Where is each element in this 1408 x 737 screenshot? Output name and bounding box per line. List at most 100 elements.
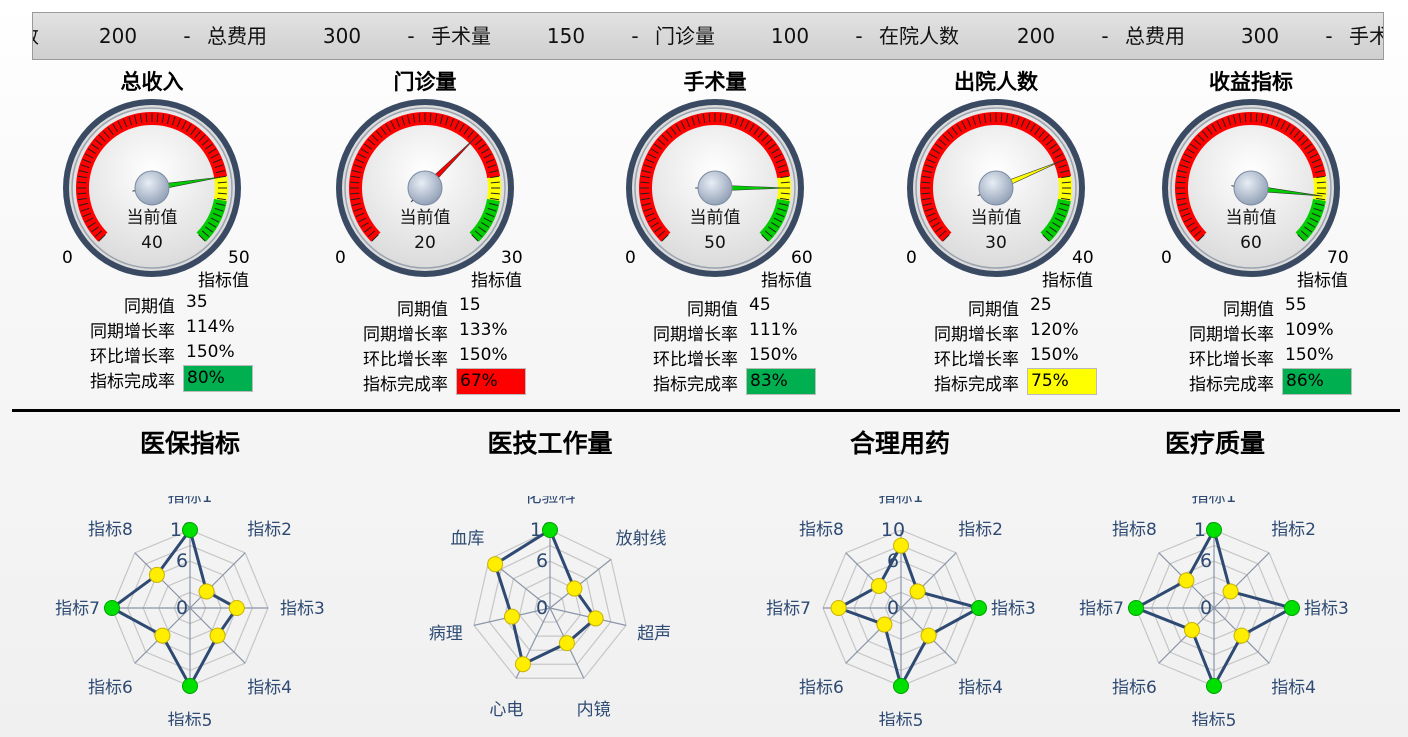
gauge-tick: [978, 114, 982, 124]
stat-value: 15: [459, 295, 481, 315]
radar-grid-ring: [534, 591, 566, 623]
gauge-tick: [768, 226, 776, 233]
gauge-tick: [98, 134, 106, 142]
gauge-tick: [490, 192, 500, 195]
stat-label: 同期值: [968, 300, 1019, 320]
radar-chart: 0610化验科放射线超声内镜心电病理血库: [429, 496, 671, 720]
gauge-tick: [1183, 153, 1193, 159]
gauge-tick: [490, 181, 500, 184]
gauge-band: [1058, 176, 1072, 202]
gauge-tick: [80, 207, 90, 212]
gauge-band: [920, 111, 1072, 242]
gauge-tick: [217, 192, 227, 195]
gauge-current-label: 当前值: [1226, 208, 1277, 228]
gauge-tick: [82, 212, 92, 218]
gauge-tick: [921, 197, 931, 201]
radar-point: [876, 616, 893, 633]
gauge-tick: [1058, 164, 1068, 169]
gauge-tick: [641, 170, 651, 174]
radar-point: [228, 600, 245, 616]
gauge-tick: [198, 234, 206, 242]
gauge-tick: [190, 127, 197, 135]
radar-point: [182, 678, 198, 694]
radar-category-label: 指标2: [247, 520, 292, 540]
gauge-current-value: 50: [704, 233, 726, 253]
gauge-tick: [640, 175, 650, 179]
gauge-min-label: 0: [1161, 248, 1172, 268]
gauge-tick: [194, 130, 202, 139]
gauge-tick: [77, 181, 87, 184]
radar-point: [1128, 600, 1144, 616]
radar-tick-label: 6: [1200, 550, 1212, 572]
gauge-title: 门诊量: [393, 70, 457, 94]
ticker-label: 数: [33, 13, 69, 59]
gauge-tick: [1176, 181, 1186, 184]
gauge-tick: [951, 127, 958, 135]
gauge-tick: [471, 234, 479, 242]
stat-label: 指标完成率: [1189, 375, 1274, 395]
radar-axis: [189, 552, 246, 609]
radar-category-label: 指标1: [168, 496, 213, 507]
gauge-tick: [1045, 230, 1054, 238]
gauge-tick: [1179, 207, 1189, 212]
gauge-tick: [657, 138, 666, 146]
ticker-value: 300: [1240, 24, 1280, 48]
radar-point: [1233, 627, 1250, 644]
gauge-tick: [764, 138, 773, 146]
ticker-value: 150: [546, 24, 586, 48]
radar-tick-label: 6: [176, 550, 188, 572]
gauge-tick: [1058, 207, 1068, 212]
gauge-tick: [210, 217, 220, 223]
gauge-tick: [483, 153, 493, 159]
gauge-current-value: 20: [414, 233, 436, 253]
gauge-target-label: 指标值: [1042, 271, 1093, 291]
gauge-tick: [972, 116, 977, 126]
gauge-tick: [1227, 116, 1232, 126]
gauge-tick: [216, 170, 226, 174]
radar-category-label: 指标7: [55, 599, 100, 619]
gauge-3: 手术量 当前值 50 0 60 指标值 同期值 45 同期增长率 111% 环比增长率 150% 指标完…: [585, 60, 845, 410]
gauge-tick: [483, 217, 493, 223]
gauge-dial: 当前值 60: [1162, 99, 1340, 277]
gauge-tick: [650, 222, 659, 228]
gauge-current-label: 当前值: [690, 208, 741, 228]
radar-grid-ring: [473, 529, 627, 679]
gauge-tick: [1061, 197, 1071, 201]
stat-row-yoy: 同期增长率 109%: [1176, 320, 1376, 345]
radar-point: [209, 627, 226, 644]
radar-point: [920, 627, 937, 644]
completion-badge: 80%: [183, 365, 253, 392]
gauge-tick: [1316, 181, 1326, 184]
gauge-band: [487, 176, 501, 202]
gauge-tick: [1193, 230, 1202, 238]
stat-label: 同期增长率: [363, 325, 448, 345]
completion-badge: 83%: [746, 368, 816, 395]
gauge-tick: [401, 116, 406, 126]
radar-point: [182, 522, 198, 538]
stat-row-same_period: 同期值 35: [77, 292, 277, 317]
gauge-tick: [355, 158, 365, 164]
gauge-tick: [1201, 130, 1209, 139]
gauge-tick: [779, 202, 789, 206]
gauge-tick: [775, 212, 785, 218]
gauge-tick: [351, 202, 361, 206]
gauge-tick: [94, 138, 103, 146]
gauge-tick: [1309, 153, 1319, 159]
gauge-target-label: 指标值: [1297, 271, 1348, 291]
radar-category-label: 指标8: [799, 520, 844, 540]
gauge-tick: [350, 175, 360, 179]
gauge-tick: [1313, 207, 1323, 212]
gauge-tick: [926, 158, 936, 164]
radar-point: [104, 600, 120, 616]
gauge-tick: [675, 123, 681, 132]
gauge-tick: [214, 164, 224, 169]
gauge-5: 收益指标 当前值 60 0 70 指标值 同期值 55 同期增长率 109% 环比增长率 150% 指标…: [1121, 60, 1381, 410]
stat-row-same_period: 同期值 25: [921, 295, 1121, 320]
gauge-tick: [708, 113, 711, 123]
gauge-tick: [395, 118, 401, 128]
gauge-tick: [956, 123, 962, 132]
gauge-band: [1175, 111, 1327, 242]
gauge-tick: [217, 181, 227, 184]
gauge-tick: [1300, 138, 1309, 146]
radar-category-label: 指标3: [991, 599, 1036, 619]
